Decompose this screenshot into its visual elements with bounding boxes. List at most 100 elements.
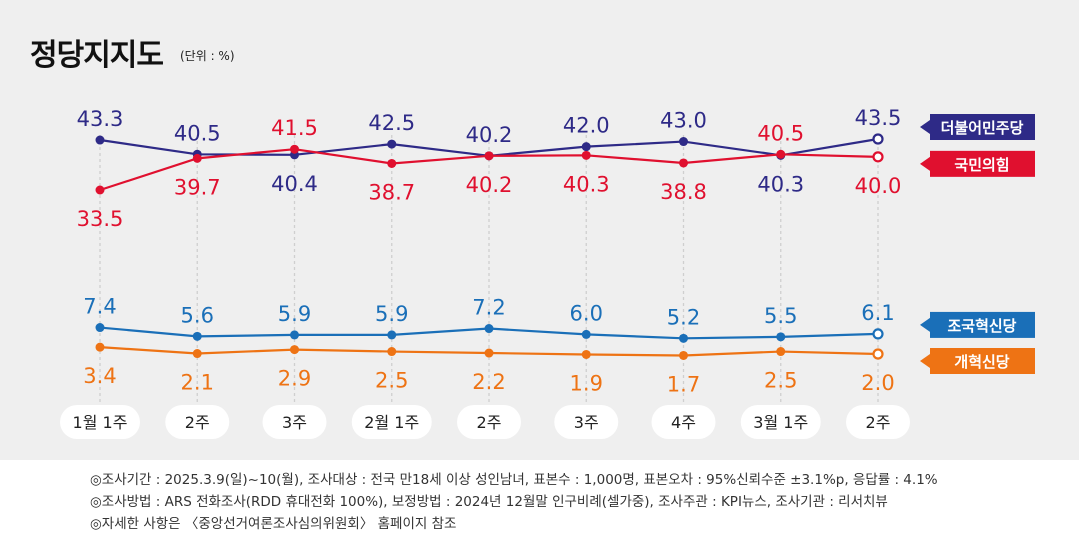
data-label: 2.5	[764, 369, 797, 393]
legend-tag	[930, 150, 1035, 177]
data-label: 5.5	[764, 304, 797, 328]
x-tick-label: 3주	[282, 413, 307, 432]
data-label: 38.8	[660, 180, 707, 204]
legend-label: 조국혁신당	[947, 317, 1016, 335]
x-tick-label: 2월 1주	[364, 413, 419, 432]
legend-pointer	[920, 120, 930, 134]
data-point	[484, 348, 494, 358]
x-category-pill	[262, 405, 327, 439]
survey-period-note: ◎조사기간 : 2025.3.9(일)~10(월), 조사대상 : 전국 만18…	[90, 472, 938, 488]
data-label: 43.5	[855, 106, 902, 130]
line-chart: 1월 1주 2주 3주 2월 1주 2주 3주 4주 3월 1주 2주 43.3 40.5 40.4 4…	[60, 106, 1035, 439]
data-label: 33.5	[77, 207, 124, 231]
data-label: 7.4	[83, 295, 116, 319]
data-point	[192, 349, 202, 359]
reference-note: ◎자세한 사항은 〈중앙선거여론조사심의위원회〉 홈페이지 참조	[90, 516, 457, 532]
data-label: 5.6	[181, 303, 214, 327]
data-label: 7.2	[472, 296, 505, 320]
data-point	[387, 347, 397, 357]
data-label: 2.9	[278, 367, 311, 391]
data-label: 40.3	[563, 172, 610, 196]
x-category-pill	[351, 405, 432, 439]
x-category-pill	[60, 405, 140, 439]
data-point	[872, 151, 884, 163]
data-label: 3.4	[83, 364, 116, 388]
legend-tag	[930, 114, 1035, 140]
data-point	[872, 348, 884, 360]
data-point	[679, 158, 688, 168]
x-tick-label: 1월 1주	[73, 413, 128, 432]
data-point	[581, 329, 591, 339]
data-label: 5.9	[375, 302, 408, 326]
data-point	[387, 330, 397, 340]
data-point	[95, 185, 105, 195]
data-label: 5.2	[667, 305, 700, 329]
x-tick-label: 2주	[185, 413, 210, 432]
data-label: 42.5	[368, 111, 415, 135]
data-point	[679, 350, 688, 360]
data-point	[776, 347, 786, 357]
data-label: 43.0	[660, 109, 707, 133]
data-point	[290, 345, 299, 355]
data-label: 38.7	[368, 180, 415, 204]
data-label: 40.4	[271, 172, 318, 196]
x-tick-label: 2주	[477, 413, 502, 432]
data-label: 2.1	[181, 371, 214, 395]
x-category-pill	[457, 405, 521, 439]
survey-method-note: ◎조사방법 : ARS 전화조사(RDD 휴대전화 100%), 보정방법 : …	[90, 494, 888, 510]
data-point	[484, 324, 494, 334]
data-label: 6.1	[861, 301, 894, 325]
legend-pointer	[920, 354, 930, 368]
legend-label: 개혁신당	[954, 353, 1009, 371]
x-category-pill	[846, 405, 910, 439]
data-point	[872, 133, 884, 145]
data-label: 40.5	[757, 121, 804, 145]
data-point	[581, 142, 591, 152]
x-tick-label: 3월 1주	[753, 413, 808, 432]
data-point	[387, 139, 397, 149]
data-point	[679, 333, 688, 343]
data-label: 5.9	[278, 302, 311, 326]
data-label: 40.3	[757, 172, 804, 196]
data-point	[387, 158, 397, 168]
data-label: 1.9	[570, 371, 603, 395]
data-label: 2.0	[861, 371, 894, 395]
plot-background	[0, 0, 1079, 460]
data-point	[581, 349, 591, 359]
data-point	[776, 149, 786, 159]
data-point	[95, 342, 105, 352]
footer-notes	[0, 460, 1079, 540]
x-category-pill	[554, 405, 619, 439]
data-point	[679, 137, 688, 147]
x-category-pill	[740, 405, 821, 439]
data-point	[95, 323, 105, 333]
data-point	[192, 153, 202, 163]
data-point	[290, 144, 299, 154]
legend-pointer	[920, 156, 930, 171]
data-label: 40.5	[174, 121, 221, 145]
data-label: 2.2	[472, 370, 505, 394]
data-label: 40.2	[466, 123, 513, 147]
data-point	[872, 328, 884, 340]
data-label: 1.7	[667, 372, 700, 396]
legend-tag	[930, 311, 1035, 338]
data-label: 39.7	[174, 175, 221, 199]
data-label: 41.5	[271, 116, 318, 140]
unit-label: (단위 : %)	[180, 49, 235, 63]
x-tick-label: 4주	[671, 413, 696, 432]
legend-pointer	[920, 317, 930, 332]
data-point	[95, 135, 105, 145]
data-label: 40.0	[855, 174, 902, 198]
legend-label: 국민의힘	[954, 156, 1009, 174]
legend-label: 더불어민주당	[941, 119, 1024, 137]
x-tick-label: 2주	[866, 413, 891, 432]
data-point	[581, 150, 591, 160]
data-label: 2.5	[375, 369, 408, 393]
data-point	[192, 331, 202, 341]
x-tick-label: 3주	[574, 413, 599, 432]
data-label: 40.2	[466, 173, 513, 197]
legend-tag	[930, 348, 1035, 374]
x-category-pill	[651, 405, 716, 439]
data-label: 6.0	[570, 301, 603, 325]
